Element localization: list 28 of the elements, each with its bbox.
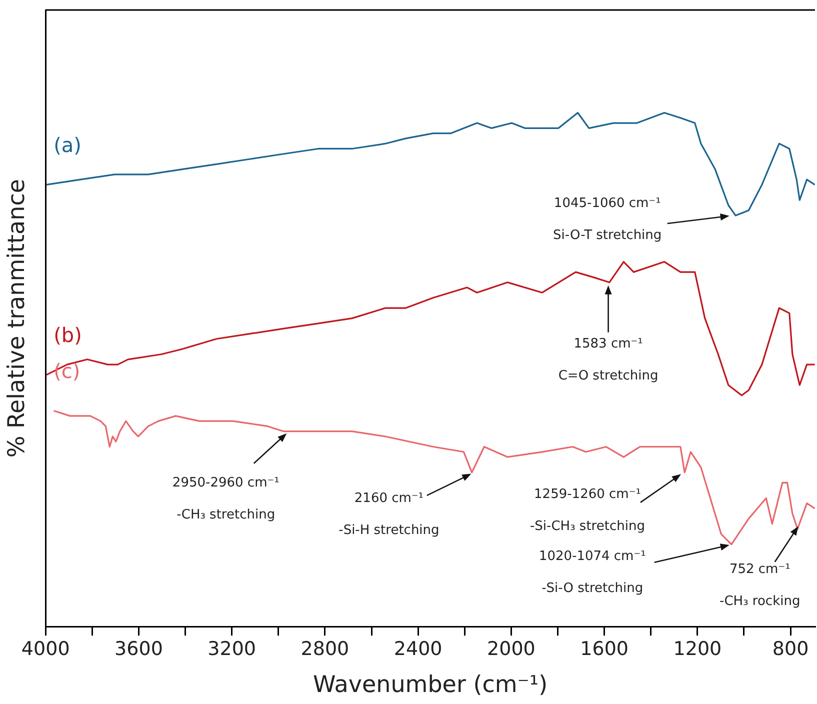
x-tick-label: 3600 [114,638,163,660]
series-label: (a) [54,132,82,157]
annotation: -Si-CH₃ stretching [530,518,645,534]
annotation: -Si-H stretching [338,522,440,538]
annotation: C=O stretching [558,368,658,384]
x-tick-label: 1600 [580,638,628,660]
x-tick-label: 2800 [300,638,350,660]
annotation: 2160 cm⁻¹ [354,490,424,506]
x-tick-label: 3200 [208,638,256,660]
annotation: -Si-O stretching [542,580,644,596]
x-tick-label: 800 [772,638,809,660]
annotation: 752 cm⁻¹ [729,562,790,578]
x-tick-label: 1200 [673,638,722,660]
annotation: -CH₃ stretching [176,508,276,523]
y-axis-title: % Relative tranmittance [4,178,30,458]
series-label: (b) [54,323,82,348]
x-tick-label: 4000 [21,638,70,660]
annotation: Si-O-T stretching [553,228,662,243]
x-tick-label: 2000 [487,638,536,660]
annotation: -CH₃ rocking [720,594,800,610]
series-label: (c) [54,358,80,383]
annotation: 1583 cm⁻¹ [574,336,643,352]
x-axis-title: Wavenumber (cm⁻¹) [313,672,548,698]
annotation: 1020-1074 cm⁻¹ [538,548,646,564]
annotation: 1259-1260 cm⁻¹ [534,486,641,502]
annotation: 2950-2960 cm⁻¹ [172,476,280,491]
x-tick-label: 2400 [394,638,442,660]
annotation: 1045-1060 cm⁻¹ [554,196,661,211]
